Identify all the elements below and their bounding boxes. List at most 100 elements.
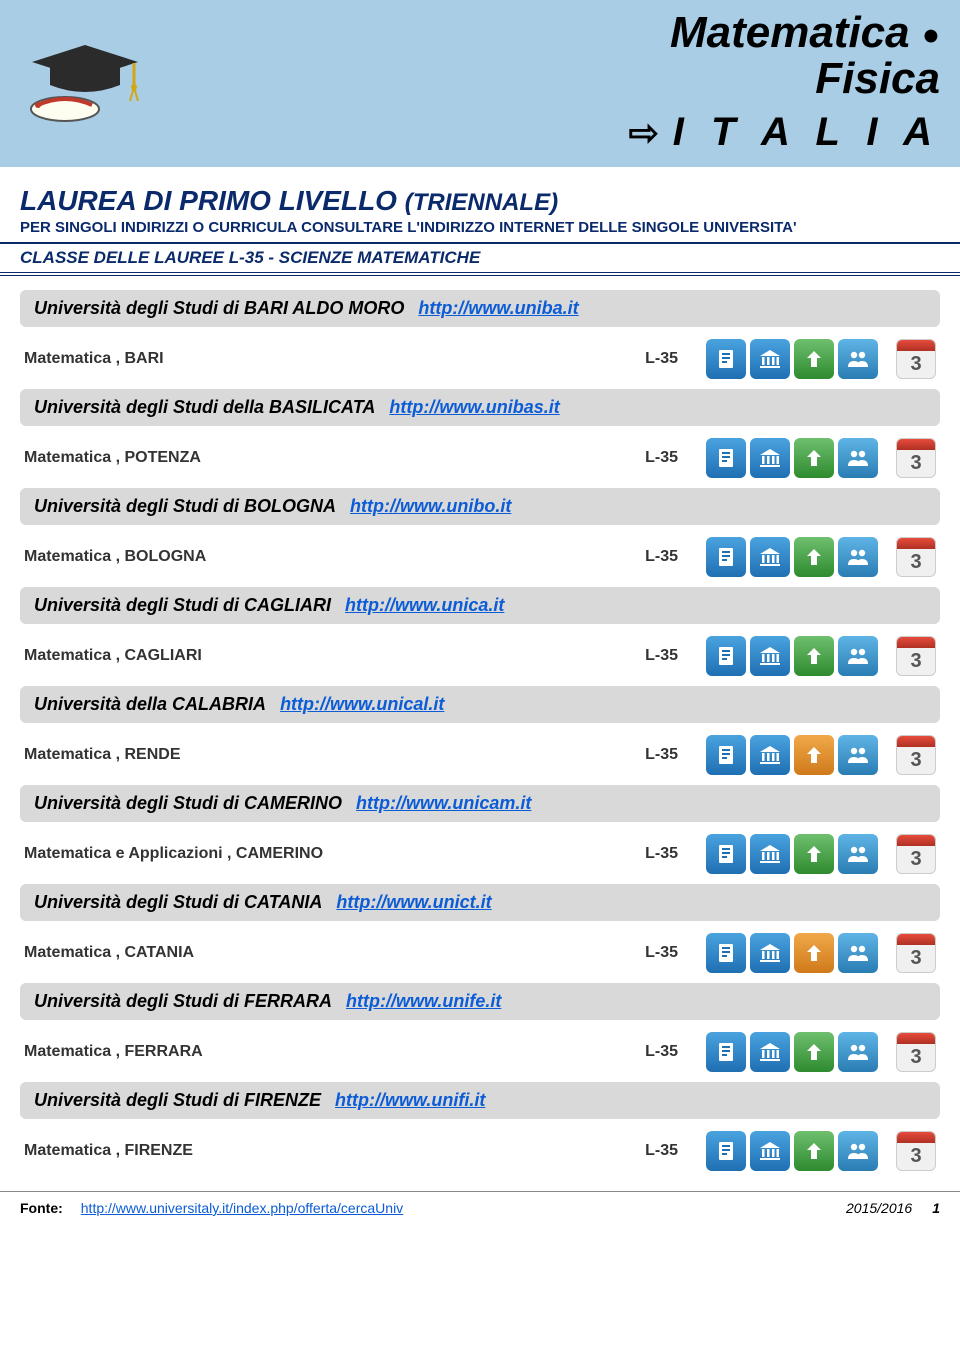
university-link[interactable]: http://www.unict.it: [336, 892, 491, 913]
institution-icon[interactable]: [750, 438, 790, 478]
university-name: Università degli Studi di FERRARA: [34, 991, 332, 1012]
calendar-number: 3: [897, 747, 935, 774]
calendar-number: 3: [897, 648, 935, 675]
institution-icon[interactable]: [750, 1032, 790, 1072]
arrow-up-icon[interactable]: [794, 537, 834, 577]
calendar-icon[interactable]: 3: [896, 834, 936, 874]
people-icon[interactable]: [838, 1131, 878, 1171]
footer: Fonte: http://www.universitaly.it/index.…: [0, 1191, 960, 1224]
university-link[interactable]: http://www.unical.it: [280, 694, 444, 715]
footer-source-link[interactable]: http://www.universitaly.it/index.php/off…: [81, 1200, 403, 1216]
university-name: Università della CALABRIA: [34, 694, 266, 715]
course-name: Matematica , FIRENZE: [24, 1142, 193, 1160]
calendar-number: 3: [897, 450, 935, 477]
people-icon[interactable]: [838, 834, 878, 874]
course-icons: [706, 339, 878, 379]
arrow-up-icon[interactable]: [794, 636, 834, 676]
university-link[interactable]: http://www.unibas.it: [389, 397, 559, 418]
document-icon[interactable]: [706, 933, 746, 973]
university-link[interactable]: http://www.unicam.it: [356, 793, 531, 814]
course-name: Matematica , RENDE: [24, 746, 181, 764]
institution-icon[interactable]: [750, 735, 790, 775]
course-code: L-35: [645, 944, 698, 962]
arrow-up-icon[interactable]: [794, 438, 834, 478]
arrow-up-icon[interactable]: [794, 933, 834, 973]
course-code: L-35: [645, 449, 698, 467]
university-link[interactable]: http://www.unibo.it: [350, 496, 511, 517]
document-icon[interactable]: [706, 834, 746, 874]
course-code: L-35: [645, 350, 698, 368]
document-icon[interactable]: [706, 1131, 746, 1171]
course-name: Matematica , CATANIA: [24, 944, 194, 962]
course-row: Matematica , POTENZA L-35 3: [20, 432, 940, 488]
document-icon[interactable]: [706, 735, 746, 775]
footer-source-label: Fonte:: [20, 1200, 63, 1216]
calendar-icon[interactable]: 3: [896, 735, 936, 775]
university-row: Università degli Studi di BOLOGNAhttp://…: [20, 488, 940, 525]
calendar-number: 3: [897, 1143, 935, 1170]
document-icon[interactable]: [706, 438, 746, 478]
document-icon[interactable]: [706, 339, 746, 379]
course-row: Matematica , CAGLIARIL-353: [20, 630, 940, 686]
university-name: Università degli Studi di FIRENZE: [34, 1090, 321, 1111]
people-icon[interactable]: [838, 933, 878, 973]
university-link[interactable]: http://www.uniba.it: [418, 298, 578, 319]
university-row: Università degli Studi di CATANIAhttp://…: [20, 884, 940, 921]
university-row: Università degli Studi della BASILICATAh…: [20, 389, 940, 426]
people-icon[interactable]: [838, 735, 878, 775]
people-icon[interactable]: [838, 636, 878, 676]
people-icon[interactable]: [838, 438, 878, 478]
footer-year: 2015/2016: [846, 1200, 912, 1216]
university-link[interactable]: http://www.unife.it: [346, 991, 501, 1012]
arrow-up-icon[interactable]: [794, 1131, 834, 1171]
institution-icon[interactable]: [750, 339, 790, 379]
course-row: Matematica , BOLOGNAL-353: [20, 531, 940, 587]
course-code: L-35: [645, 746, 698, 764]
people-icon[interactable]: [838, 1032, 878, 1072]
course-icons: [706, 1131, 878, 1171]
header-band: Matematica ● Fisica ⇨I T A L I A: [0, 0, 960, 167]
calendar-icon[interactable]: 3: [896, 1131, 936, 1171]
institution-icon[interactable]: [750, 1131, 790, 1171]
calendar-number: 3: [897, 945, 935, 972]
calendar-number: 3: [897, 549, 935, 576]
document-icon[interactable]: [706, 1032, 746, 1072]
university-row: Università degli Studi di CAMERINOhttp:/…: [20, 785, 940, 822]
section-subtitle: PER SINGOLI INDIRIZZI O CURRICULA CONSUL…: [0, 219, 960, 242]
section-title: LAUREA DI PRIMO LIVELLO (TRIENNALE): [0, 167, 960, 219]
institution-icon[interactable]: [750, 636, 790, 676]
calendar-icon[interactable]: 3: [896, 438, 936, 478]
calendar-icon[interactable]: 3: [896, 537, 936, 577]
course-name: Matematica , POTENZA: [24, 449, 201, 467]
course-code: L-35: [645, 548, 698, 566]
institution-icon[interactable]: [750, 537, 790, 577]
calendar-icon[interactable]: 3: [896, 339, 936, 379]
arrow-up-icon[interactable]: [794, 1032, 834, 1072]
university-row: Università degli Studi di FIRENZE http://…: [20, 1082, 940, 1119]
university-row: Università degli Studi di BARI ALDO MORO…: [20, 290, 940, 327]
institution-icon[interactable]: [750, 834, 790, 874]
arrow-up-icon[interactable]: [794, 834, 834, 874]
header-math: Matematica: [670, 8, 910, 57]
university-row: Università degli Studi di FERRARA http://…: [20, 983, 940, 1020]
university-link[interactable]: http://www.unifi.it: [335, 1090, 485, 1111]
calendar-icon[interactable]: 3: [896, 933, 936, 973]
course-row: Matematica , FIRENZEL-353: [20, 1125, 940, 1181]
course-code: L-35: [645, 845, 698, 863]
course-code: L-35: [645, 647, 698, 665]
document-icon[interactable]: [706, 636, 746, 676]
header-bullet: ●: [922, 18, 940, 51]
course-name: Matematica , BARI: [24, 350, 164, 368]
university-link[interactable]: http://www.unica.it: [345, 595, 504, 616]
course-row: Matematica , RENDE L-35 3: [20, 729, 940, 785]
arrow-up-icon[interactable]: [794, 339, 834, 379]
calendar-icon[interactable]: 3: [896, 1032, 936, 1072]
people-icon[interactable]: [838, 537, 878, 577]
course-icons: [706, 1032, 878, 1072]
institution-icon[interactable]: [750, 933, 790, 973]
arrow-up-icon[interactable]: [794, 735, 834, 775]
course-icons: [706, 933, 878, 973]
calendar-icon[interactable]: 3: [896, 636, 936, 676]
people-icon[interactable]: [838, 339, 878, 379]
document-icon[interactable]: [706, 537, 746, 577]
